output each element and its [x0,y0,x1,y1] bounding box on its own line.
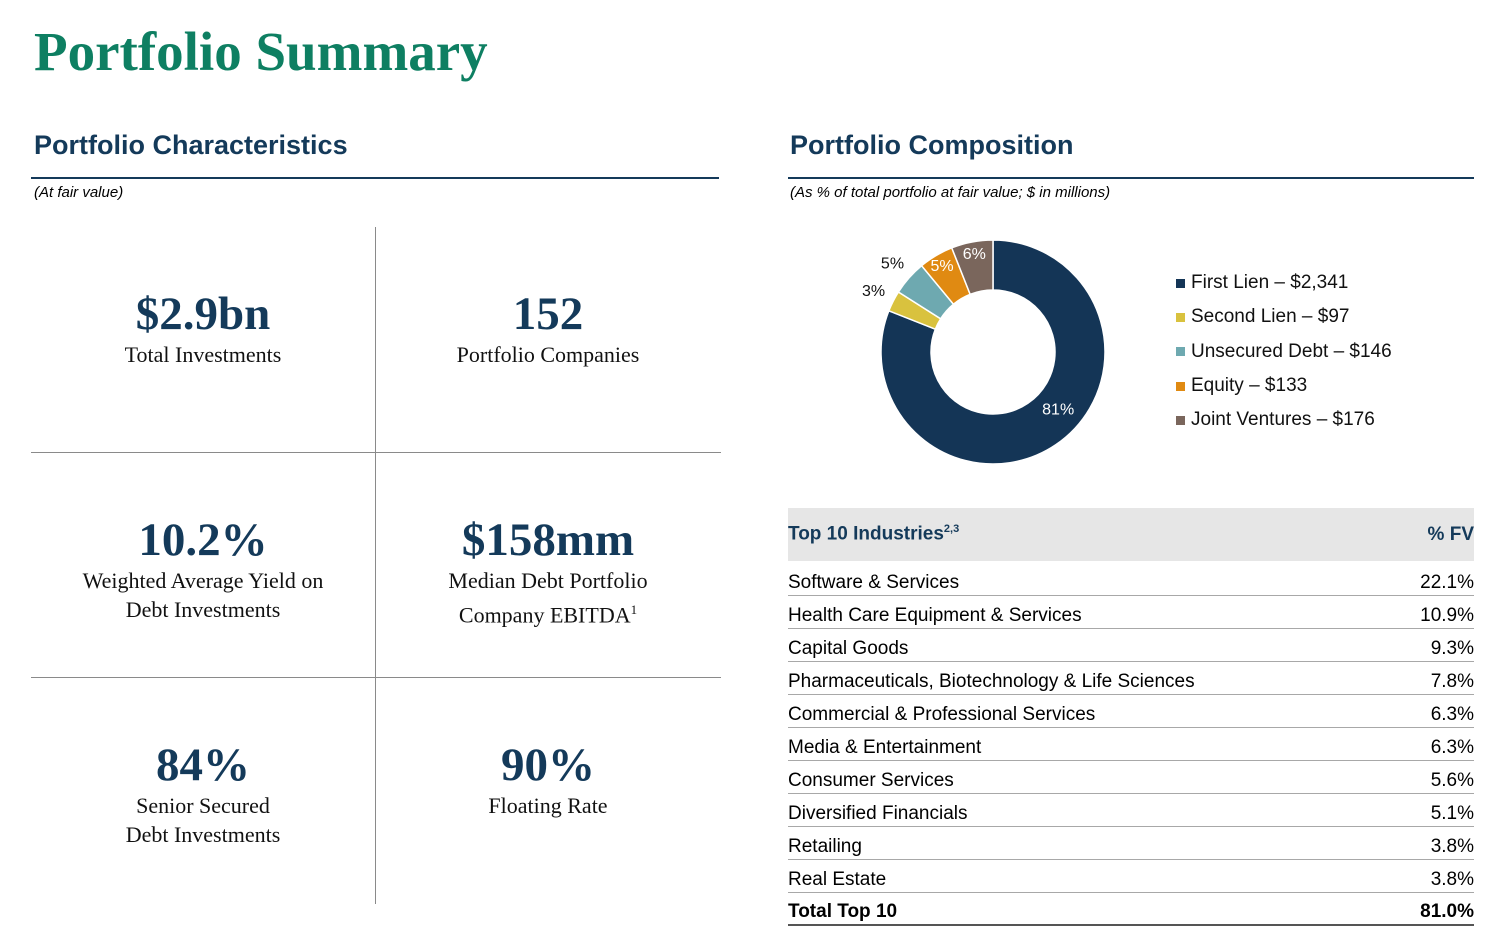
industry-pct: 3.8% [1430,869,1474,890]
legend-item-first-lien: First Lien – $2,341 [1176,266,1392,300]
footnote-marker: 2,3 [943,523,960,536]
legend-item-unsecured-debt: Unsecured Debt – $146 [1176,335,1392,369]
legend-label: Equity – $133 [1191,375,1308,397]
table-total-row: Total Top 10 81.0% [788,893,1474,926]
legend-swatch [1176,312,1185,322]
legend-item-second-lien: Second Lien – $97 [1176,300,1392,334]
donut-slice-joint-ventures [950,239,994,296]
industry-name: Capital Goods [788,638,909,659]
industry-pct: 7.8% [1430,671,1474,692]
industry-name: Pharmaceuticals, Biotechnology & Life Sc… [788,671,1195,692]
legend-label: Second Lien – $97 [1191,306,1350,328]
legend-swatch [1176,415,1185,425]
grid-divider-horizontal-2 [31,677,721,678]
legend-swatch [1176,278,1185,288]
donut-data-label-joint-ventures: 6% [963,246,986,263]
donut-data-label-second-lien: 3% [862,283,885,300]
composition-heading: Portfolio Composition [790,130,1074,160]
kpi-label: Total Investments [124,342,282,367]
grid-divider-vertical [375,227,376,904]
kpi-label: Floating Rate [488,793,608,818]
donut-slice-first-lien [880,239,1106,465]
table-row: Diversified Financials 5.1% [788,794,1474,827]
characteristics-rule [31,177,719,179]
kpi-total-investments: $2.9bn Total Investments [31,288,375,369]
donut-data-label-first-lien: 81% [1042,402,1074,419]
donut-data-label-equity: 5% [931,258,954,275]
kpi-value: 90% [501,739,595,791]
characteristics-note: (At fair value) [34,184,124,201]
header-text: Top 10 Industries [788,523,944,545]
kpi-median-ebitda: $158mm Median Debt Portfolio Company EBI… [376,514,720,629]
legend-swatch [1176,381,1185,391]
industry-name: Health Care Equipment & Services [788,605,1082,626]
industry-pct: 10.9% [1420,605,1474,626]
industry-name: Consumer Services [788,770,954,791]
industry-name: Software & Services [788,572,960,593]
donut-data-label-unsecured-debt: 5% [881,255,904,272]
industry-pct: 3.8% [1430,836,1474,857]
footnote-marker: 1 [630,602,638,617]
industry-pct: 5.1% [1430,803,1474,824]
legend-item-equity: Equity – $133 [1176,369,1392,403]
industry-pct: 6.3% [1430,704,1474,725]
table-row: Commercial & Professional Services 6.3% [788,695,1474,728]
industry-pct: 9.3% [1430,638,1474,659]
industry-pct: 5.6% [1430,770,1474,791]
table-row: Software & Services 22.1% [788,563,1474,596]
table-header: Top 10 Industries2,3 % FV [788,508,1474,561]
kpi-value: 10.2% [138,514,268,566]
total-label: Total Top 10 [788,901,898,922]
industry-name: Diversified Financials [788,803,968,824]
kpi-label: Median Debt Portfolio [448,568,648,593]
table-row: Media & Entertainment 6.3% [788,728,1474,761]
industry-pct: 6.3% [1430,737,1474,758]
kpi-label: Senior Secured [136,793,270,818]
kpi-value: 152 [512,288,584,340]
table-row: Retailing 3.8% [788,827,1474,860]
table-header-label: Top 10 Industries2,3 [788,523,959,545]
total-value: 81.0% [1420,901,1474,922]
kpi-floating-rate: 90% Floating Rate [376,739,720,820]
table-header-value: % FV [1427,523,1474,545]
industry-name: Media & Entertainment [788,737,982,758]
kpi-label-line2: Debt Investments [125,822,281,847]
kpi-senior-secured: 84% Senior Secured Debt Investments [31,739,375,849]
legend-swatch [1176,347,1185,357]
kpi-label: Weighted Average Yield on [82,568,324,593]
industry-pct: 22.1% [1420,572,1474,593]
kpi-value: 84% [156,739,250,791]
table-row: Pharmaceuticals, Biotechnology & Life Sc… [788,662,1474,695]
donut-legend: First Lien – $2,341 Second Lien – $97 Un… [1176,266,1392,437]
industry-name: Commercial & Professional Services [788,704,1096,725]
industry-name: Real Estate [788,869,887,890]
kpi-portfolio-companies: 152 Portfolio Companies [376,288,720,369]
kpi-label-line2: Company EBITDA1 [376,595,720,629]
industry-name: Retailing [788,836,862,857]
kpi-label-text: Company EBITDA [458,602,631,628]
top-industries-table: Top 10 Industries2,3 % FV Software & Ser… [788,508,1474,926]
composition-rule [788,177,1474,179]
table-row: Real Estate 3.8% [788,860,1474,893]
kpi-value: $2.9bn [135,288,271,340]
composition-note: (As % of total portfolio at fair value; … [790,184,1111,201]
legend-label: Joint Ventures – $176 [1191,409,1375,431]
page-title: Portfolio Summary [34,21,488,82]
table-row: Health Care Equipment & Services 10.9% [788,596,1474,629]
legend-item-joint-ventures: Joint Ventures – $176 [1176,403,1392,437]
legend-label: Unsecured Debt – $146 [1191,340,1392,362]
table-row: Capital Goods 9.3% [788,629,1474,662]
table-row: Consumer Services 5.6% [788,761,1474,794]
grid-divider-horizontal-1 [31,452,721,453]
kpi-label-line2: Debt Investments [125,597,281,622]
kpi-value: $158mm [461,514,635,566]
kpi-weighted-average-yield: 10.2% Weighted Average Yield on Debt Inv… [31,514,375,624]
composition-donut-chart: 81% 3% 5% 5% 6% [862,239,1106,465]
legend-label: First Lien – $2,341 [1191,272,1349,294]
kpi-label: Portfolio Companies [456,342,640,367]
characteristics-heading: Portfolio Characteristics [34,130,348,160]
